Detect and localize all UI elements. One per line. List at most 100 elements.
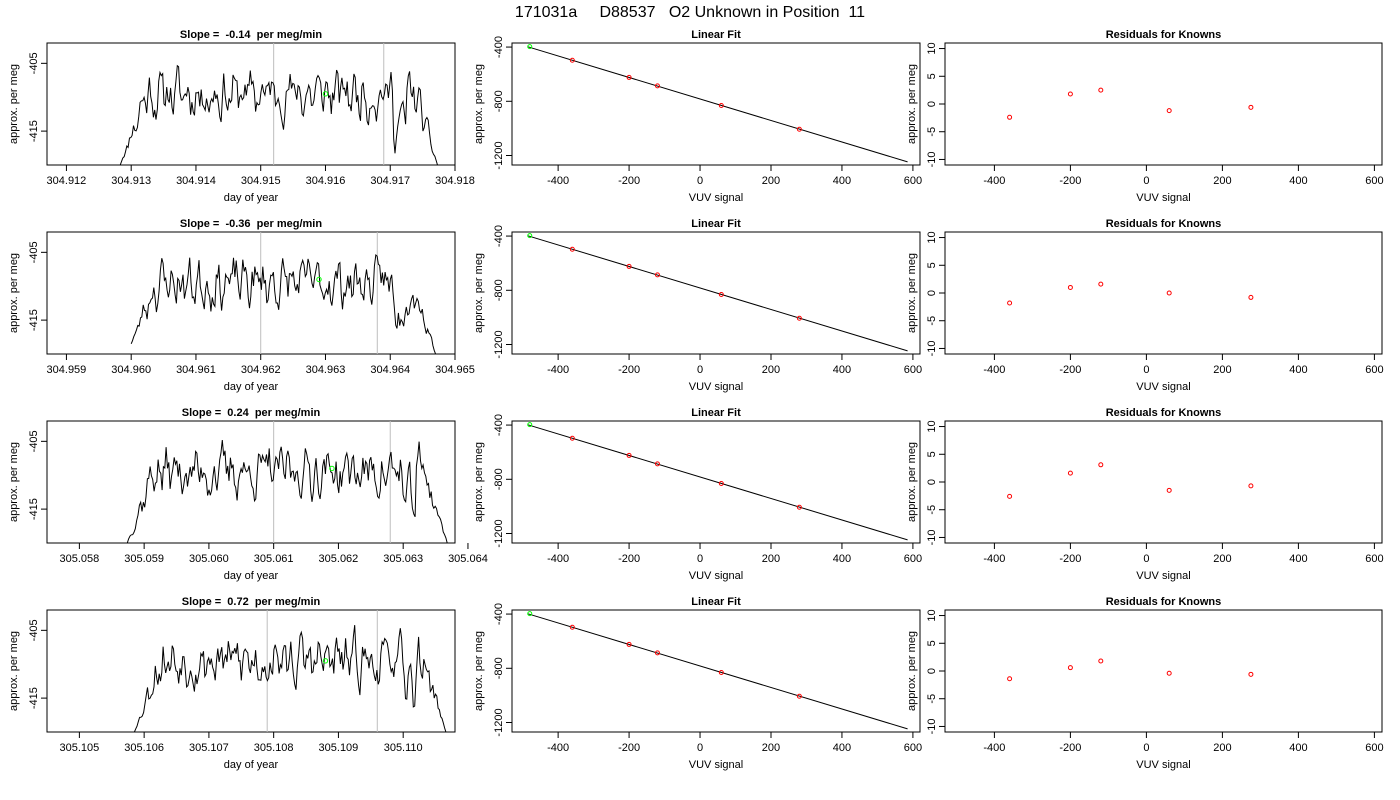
y-tick-label: 10 xyxy=(926,609,938,621)
x-tick-label: 304.917 xyxy=(370,175,410,187)
unknown-point xyxy=(527,611,533,617)
x-tick-label: 304.960 xyxy=(111,364,151,376)
y-tick-label: -10 xyxy=(926,530,938,546)
panel-residuals-row-1: Residuals for Knowns VUV signal approx. pe… xyxy=(906,29,1384,204)
x-axis-label: VUV signal xyxy=(689,381,743,393)
x-tick-label: 600 xyxy=(1365,553,1383,565)
x-tick-label: -200 xyxy=(618,742,640,754)
y-tick-label: -400 xyxy=(493,225,505,247)
x-tick-label: 0 xyxy=(1143,553,1149,565)
known-point xyxy=(654,650,660,656)
y-axis-label: approx. per meg xyxy=(473,64,485,144)
y-tick-label: -415 xyxy=(28,498,40,520)
y-axis-label: approx. per meg xyxy=(906,631,918,711)
series-line xyxy=(133,625,447,732)
plot-area xyxy=(130,232,437,354)
y-tick-label: 0 xyxy=(926,479,938,485)
y-tick-label: -1200 xyxy=(493,330,505,358)
known-point xyxy=(1248,294,1254,300)
x-tick-label: 305.058 xyxy=(59,553,99,565)
known-point xyxy=(1248,671,1254,677)
series-line xyxy=(119,64,438,165)
panel-title: Linear Fit xyxy=(691,407,741,419)
y-axis-label: approx. per meg xyxy=(8,442,20,522)
fit-line xyxy=(527,235,908,352)
y-tick-label: -10 xyxy=(926,152,938,168)
known-point xyxy=(1248,104,1254,110)
y-tick-label: -415 xyxy=(28,309,40,331)
known-point xyxy=(1166,487,1172,493)
x-tick-label: 400 xyxy=(833,364,851,376)
x-tick-label: 0 xyxy=(697,553,703,565)
y-tick-label: 5 xyxy=(926,451,938,457)
known-point xyxy=(1098,462,1104,468)
x-axis-label: VUV signal xyxy=(689,192,743,204)
x-tick-label: 304.963 xyxy=(306,364,346,376)
y-tick-label: -1200 xyxy=(493,141,505,169)
x-tick-label: 400 xyxy=(833,742,851,754)
y-tick-label: -405 xyxy=(28,241,40,263)
known-point xyxy=(796,126,802,132)
plot-area xyxy=(1007,658,1254,682)
x-tick-label: 400 xyxy=(1289,175,1307,187)
y-axis-label: approx. per meg xyxy=(906,442,918,522)
plot-area xyxy=(1007,87,1254,120)
known-point xyxy=(718,291,724,297)
panel-title: Linear Fit xyxy=(691,218,741,230)
panel-residuals-row-2: Residuals for Knowns VUV signal approx. pe… xyxy=(906,218,1384,393)
x-tick-label: -400 xyxy=(983,175,1005,187)
y-tick-label: -1200 xyxy=(493,519,505,547)
x-tick-label: -200 xyxy=(1059,175,1081,187)
y-tick-label: 5 xyxy=(926,640,938,646)
panel-timeseries-row-4: Slope = 0.72 per meg/min day of year appro… xyxy=(8,596,456,771)
x-tick-label: -400 xyxy=(983,553,1005,565)
panel-timeseries-row-1: Slope = -0.14 per meg/min day of year appr… xyxy=(8,29,475,204)
x-axis-label: VUV signal xyxy=(689,759,743,771)
x-tick-label: 200 xyxy=(1213,175,1231,187)
fit-line xyxy=(527,46,908,163)
y-tick-label: 0 xyxy=(926,290,938,296)
y-tick-label: 5 xyxy=(926,262,938,268)
series-line xyxy=(126,440,448,543)
x-tick-label: 305.110 xyxy=(384,742,423,754)
known-point xyxy=(626,263,632,269)
x-tick-label: 304.916 xyxy=(306,175,346,187)
series-line xyxy=(130,254,437,354)
x-tick-label: 305.108 xyxy=(254,742,294,754)
x-tick-label: -400 xyxy=(547,364,569,376)
known-point xyxy=(718,102,724,108)
y-axis-label: approx. per meg xyxy=(8,631,20,711)
known-point xyxy=(1007,493,1013,499)
y-tick-label: -5 xyxy=(926,316,938,326)
x-tick-label: 305.063 xyxy=(383,553,423,565)
x-tick-label: -400 xyxy=(983,364,1005,376)
x-tick-label: 400 xyxy=(1289,553,1307,565)
x-tick-label: 400 xyxy=(1289,364,1307,376)
fit-line xyxy=(527,613,908,730)
y-tick-label: 0 xyxy=(926,668,938,674)
known-point xyxy=(1067,470,1073,476)
x-tick-label: 304.918 xyxy=(435,175,475,187)
panel-timeseries-row-2: Slope = -0.36 per meg/min day of year appr… xyxy=(8,218,475,393)
x-tick-label: 400 xyxy=(833,175,851,187)
known-point xyxy=(1007,300,1013,306)
x-axis-label: VUV signal xyxy=(1136,759,1190,771)
plot-area xyxy=(527,233,908,352)
y-tick-label: 10 xyxy=(926,420,938,432)
panel-title: Residuals for Knowns xyxy=(1106,218,1222,230)
known-point xyxy=(569,57,575,63)
y-tick-label: -800 xyxy=(493,657,505,679)
x-tick-label: -200 xyxy=(1059,742,1081,754)
y-axis-label: approx. per meg xyxy=(473,442,485,522)
known-point xyxy=(1166,290,1172,296)
known-point xyxy=(1166,108,1172,114)
known-point xyxy=(718,669,724,675)
x-axis-label: VUV signal xyxy=(1136,381,1190,393)
known-point xyxy=(1067,91,1073,97)
panel-title: Linear Fit xyxy=(691,596,741,608)
x-tick-label: 305.059 xyxy=(124,553,164,565)
x-tick-label: 305.061 xyxy=(254,553,294,565)
panel-fit-row-3: Linear Fit VUV signal approx. per meg -400 -… xyxy=(473,407,922,582)
plot-frame xyxy=(944,231,1383,355)
